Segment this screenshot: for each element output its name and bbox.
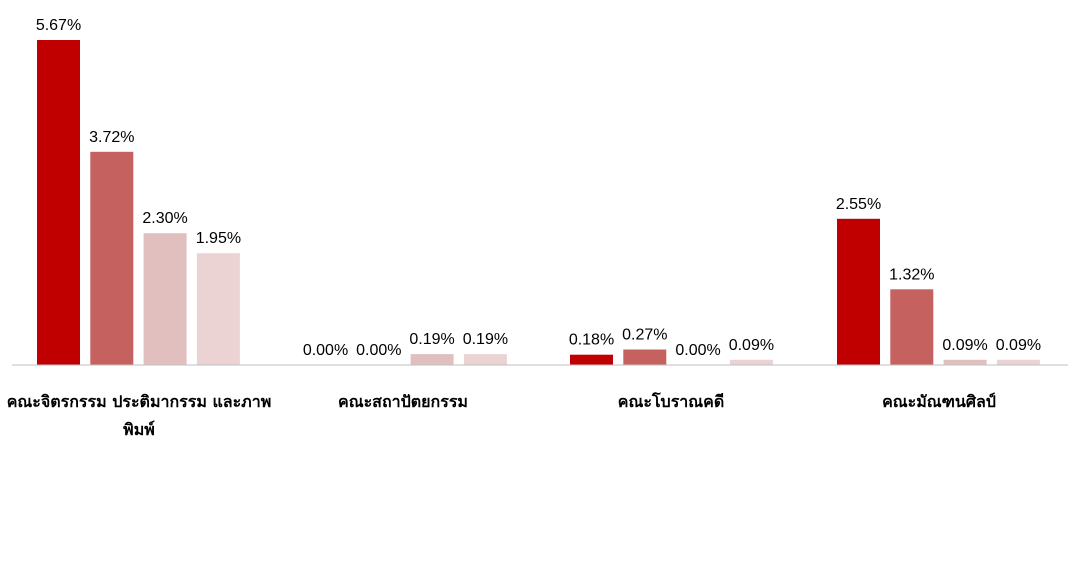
data-label-s3-c3: 0.00%	[675, 342, 720, 359]
data-label-s2-c4: 1.32%	[889, 266, 934, 283]
data-label-s2-c2: 0.00%	[356, 342, 401, 359]
bar-s3-c2	[410, 354, 454, 365]
data-label-s2-c1: 3.72%	[89, 129, 134, 146]
bar-s2-c3	[623, 349, 667, 365]
data-label-s3-c1: 2.30%	[142, 210, 187, 227]
bar-s4-c2	[463, 354, 507, 365]
bar-s1-c4	[837, 218, 880, 365]
bar-s2-c1	[90, 151, 134, 365]
data-label-s1-c1: 5.67%	[36, 17, 81, 34]
category-label-architecture: คณะสถาปัตยกรรม	[338, 392, 468, 411]
data-label-s1-c4: 2.55%	[836, 196, 881, 213]
data-label-s4-c4: 0.09%	[996, 337, 1041, 354]
data-label-s4-c3: 0.09%	[729, 337, 774, 354]
category-label-decorative-arts: คณะมัณฑนศิลป์	[882, 392, 996, 411]
bar-s3-c1	[143, 233, 187, 365]
bar-s3-c4	[943, 359, 987, 365]
data-label-s2-c3: 0.27%	[622, 327, 667, 344]
bar-s4-c4	[996, 359, 1040, 365]
data-label-s4-c1: 1.95%	[196, 230, 241, 247]
category-label-painting: คณะจิตรกรรม ประติมากรรม และภาพพิมพ์	[6, 392, 272, 439]
data-label-s3-c2: 0.19%	[409, 331, 454, 348]
data-label-s1-c3: 0.18%	[569, 332, 614, 349]
data-label-s4-c2: 0.19%	[463, 331, 508, 348]
bar-s1-c3	[570, 354, 613, 365]
data-label-s1-c2: 0.00%	[303, 342, 348, 359]
bar-s2-c4	[890, 289, 934, 365]
bar-s4-c3	[729, 359, 773, 365]
data-label-s3-c4: 0.09%	[942, 337, 987, 354]
bar-s4-c1	[196, 253, 240, 365]
bar-s1-c1	[37, 40, 80, 365]
category-label-archaeology: คณะโบราณคดี	[617, 392, 725, 411]
